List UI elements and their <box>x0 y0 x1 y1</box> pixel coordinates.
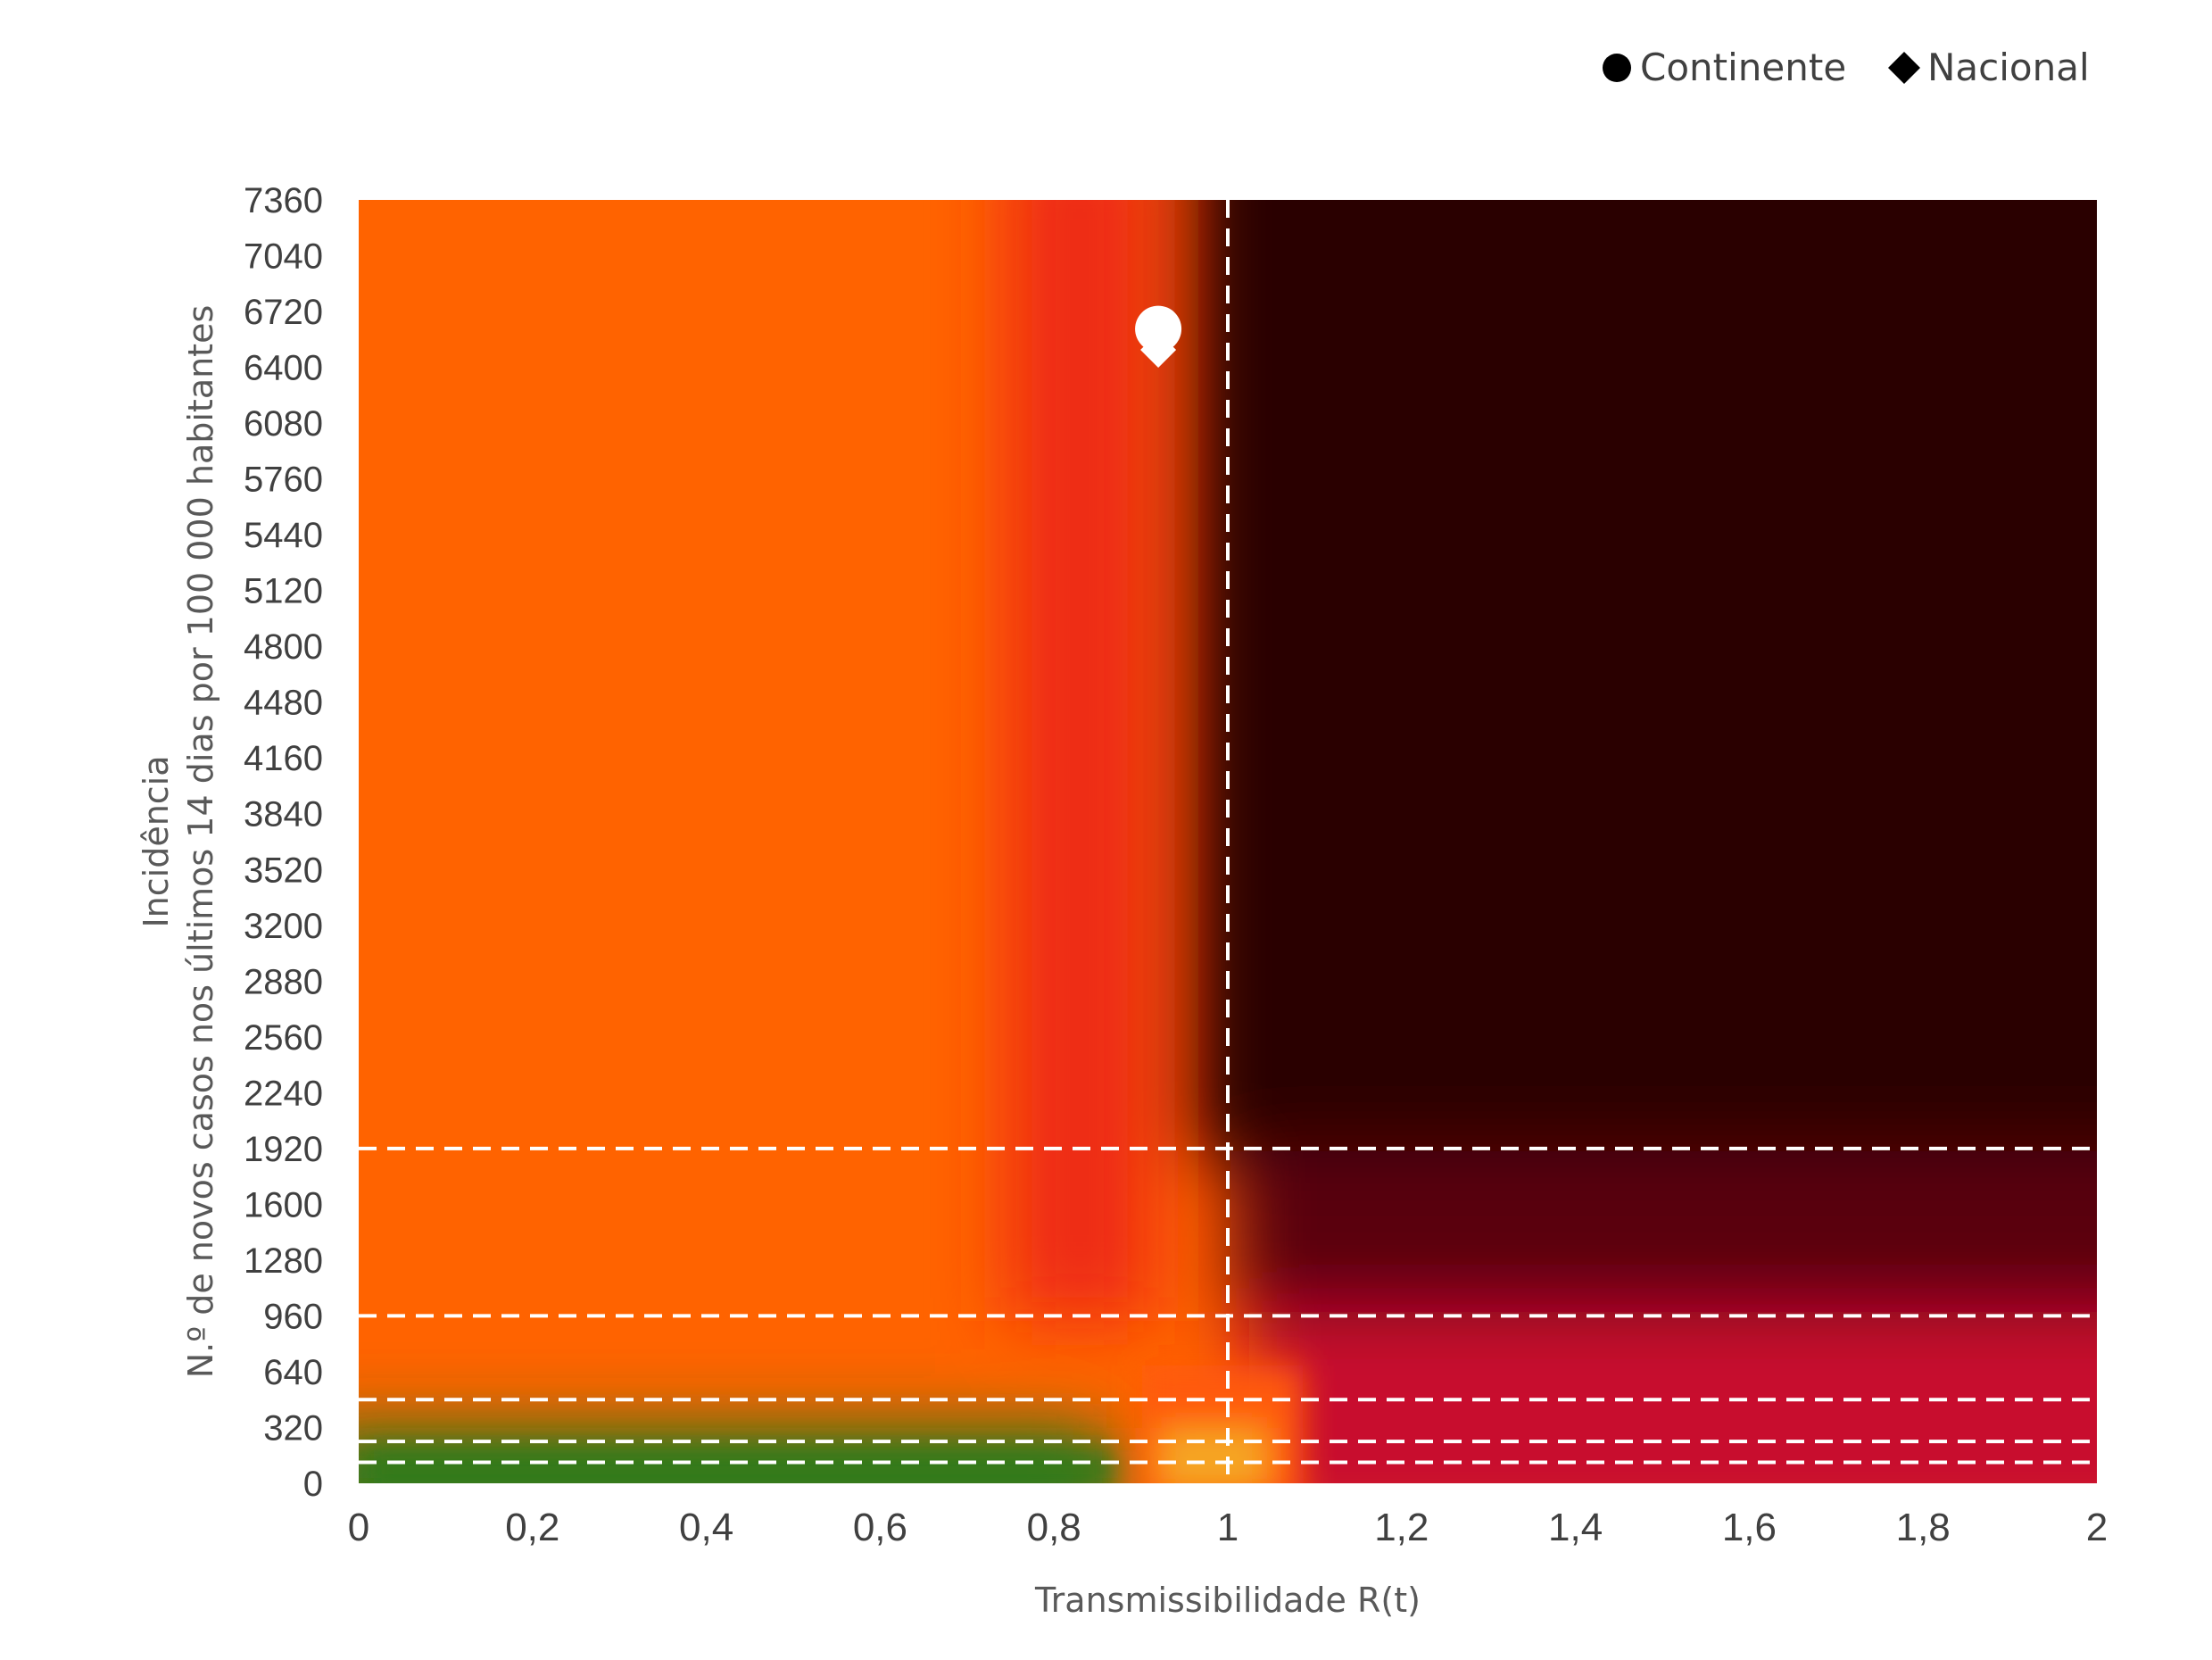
heatmap-red-band <box>1008 200 1151 1321</box>
y-tick-label: 640 <box>263 1353 323 1392</box>
x-tick-label: 0,2 <box>505 1506 559 1549</box>
y-tick-label: 1600 <box>244 1185 323 1224</box>
y-tick-label: 5760 <box>244 461 323 500</box>
legend-label-continente: Continente <box>1640 46 1846 89</box>
heatmap-darkred-region <box>1231 1151 2097 1312</box>
x-tick-label: 1,8 <box>1896 1506 1951 1549</box>
x-axis-title: Transmissibilidade R(t) <box>1034 1581 1421 1620</box>
y-axis-title-line1: Incidência <box>137 755 176 927</box>
legend-label-nacional: Nacional <box>1927 46 2090 89</box>
y-tick-label: 1280 <box>244 1241 323 1281</box>
data-points <box>1135 305 1182 369</box>
y-tick-label: 320 <box>263 1408 323 1448</box>
y-tick-label: 3200 <box>244 907 323 946</box>
x-tick-label: 1 <box>1217 1506 1239 1549</box>
reference-lines <box>359 200 2097 1483</box>
y-axis-ticks: 0 320 640 960 1280 1600 1920 2240 2560 2880 3200 35… <box>244 181 323 1504</box>
x-tick-label: 0,6 <box>853 1506 907 1549</box>
y-tick-label: 6400 <box>244 349 323 388</box>
legend-marker-circle <box>1603 54 1631 82</box>
y-tick-label: 6720 <box>244 293 323 332</box>
y-axis-title-line2: N.º de novos casos nos últimos 14 dias p… <box>181 305 220 1379</box>
point-continente <box>1135 305 1182 353</box>
y-tick-label: 3520 <box>244 851 323 890</box>
y-tick-label: 7040 <box>244 237 323 277</box>
x-tick-label: 1,4 <box>1548 1506 1603 1549</box>
y-tick-label: 2240 <box>244 1074 323 1113</box>
y-axis-title: Incidência N.º de novos casos nos último… <box>137 305 220 1379</box>
y-tick-label: 4160 <box>244 739 323 778</box>
y-tick-label: 4480 <box>244 684 323 723</box>
x-tick-label: 1,2 <box>1374 1506 1429 1549</box>
heatmap-crimson-region <box>1249 1312 2097 1483</box>
y-tick-label: 5440 <box>244 516 323 555</box>
heatmap-area <box>359 200 2097 1483</box>
y-tick-label: 960 <box>263 1297 323 1336</box>
y-tick-label: 3840 <box>244 795 323 834</box>
y-tick-label: 1920 <box>244 1130 323 1169</box>
heatmap-green-core <box>359 1450 1117 1483</box>
y-tick-label: 5120 <box>244 572 323 611</box>
heatmap-dark-region <box>1187 200 2097 1160</box>
x-axis-ticks: 0 0,2 0,4 0,6 0,8 1 1,2 1,4 1,6 1,8 2 <box>348 1506 2108 1549</box>
x-tick-label: 1,6 <box>1722 1506 1777 1549</box>
y-tick-label: 6080 <box>244 404 323 444</box>
legend-marker-diamond <box>1888 52 1920 84</box>
x-tick-label: 0,8 <box>1027 1506 1081 1549</box>
x-tick-label: 0,4 <box>679 1506 733 1549</box>
legend: Continente Nacional <box>1603 46 2090 89</box>
point-nacional <box>1140 332 1177 369</box>
x-tick-label: 0 <box>348 1506 369 1549</box>
y-tick-label: 4800 <box>244 627 323 667</box>
y-tick-label: 0 <box>303 1465 323 1504</box>
heatmap-yellow-spot <box>1160 1428 1267 1483</box>
y-tick-label: 7360 <box>244 181 323 220</box>
x-tick-label: 2 <box>2086 1506 2108 1549</box>
y-tick-label: 2560 <box>244 1018 323 1058</box>
y-tick-label: 2880 <box>244 962 323 1001</box>
